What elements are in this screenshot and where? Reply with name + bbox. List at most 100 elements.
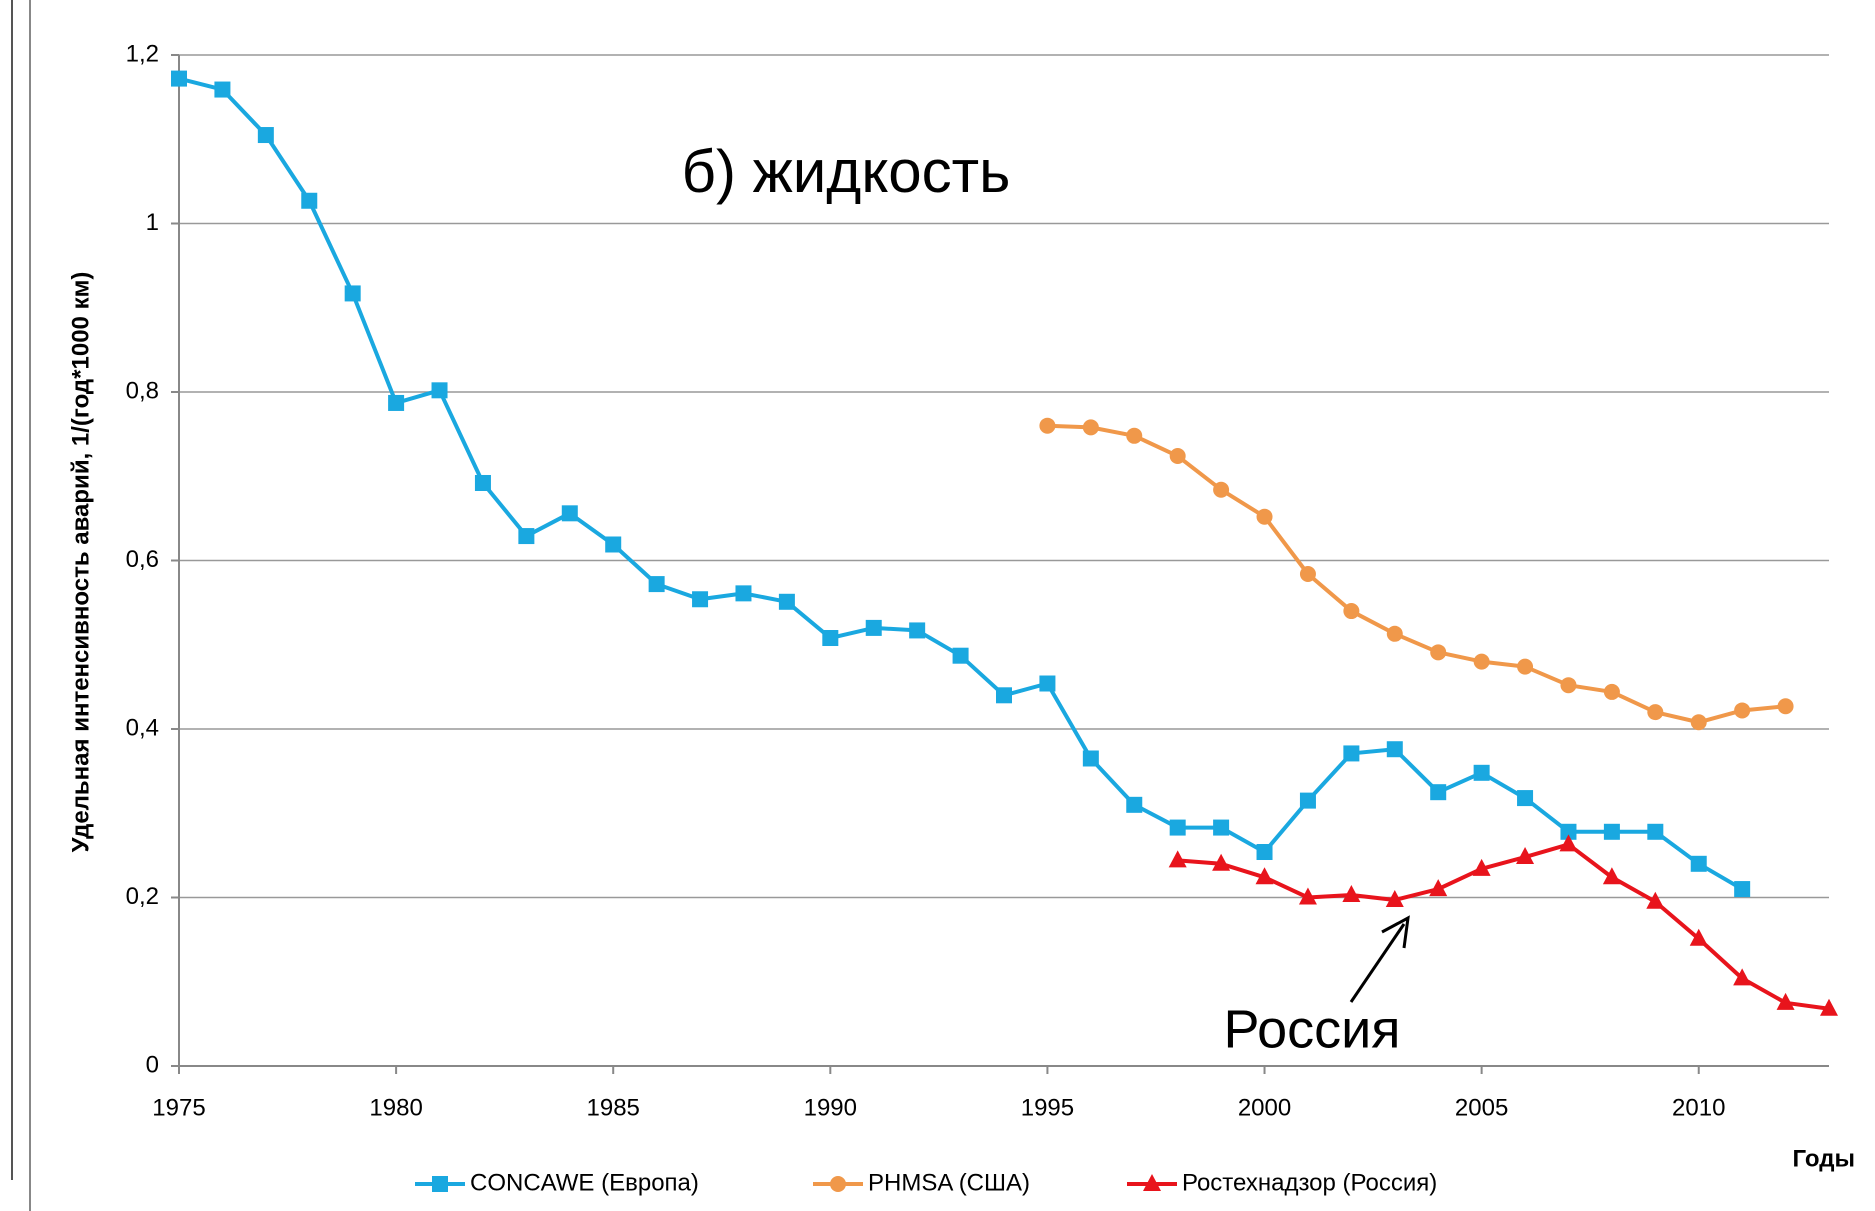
data-point [1690, 714, 1707, 731]
data-point [1602, 867, 1621, 885]
data-point [1386, 741, 1403, 758]
data-point [1082, 750, 1099, 767]
data-point [778, 593, 795, 610]
x-tick-label: 1985 [587, 1094, 640, 1121]
annotation: Россия [1223, 999, 1400, 1059]
data-point [1516, 847, 1535, 865]
data-point [518, 528, 535, 545]
y-tick-label: 0 [146, 1051, 159, 1078]
x-tick-label: 2010 [1672, 1094, 1725, 1121]
data-point [996, 687, 1012, 704]
data-point [1429, 879, 1448, 897]
y-tick-label: 0,2 [126, 883, 159, 910]
data-point [1213, 819, 1230, 836]
data-point [1212, 853, 1231, 871]
legend-label: Ростехнадзор (Россия) [1182, 1169, 1437, 1196]
data-point [1777, 698, 1794, 715]
data-point [1256, 844, 1273, 861]
data-point [344, 285, 361, 302]
data-point [474, 474, 491, 491]
data-point [1734, 702, 1751, 719]
data-point [1299, 565, 1316, 582]
x-tick-label: 1980 [369, 1094, 422, 1121]
data-point [1560, 823, 1577, 840]
data-point [1689, 928, 1708, 946]
data-point [1039, 675, 1056, 692]
legend-label: PHMSA (США) [868, 1169, 1030, 1196]
data-point [1256, 508, 1273, 525]
data-point [1169, 819, 1186, 836]
annotation-arrowhead [1381, 915, 1410, 949]
data-point [822, 630, 839, 647]
y-tick-label: 0,8 [126, 377, 159, 404]
data-point [909, 622, 926, 639]
data-point [171, 70, 187, 87]
x-tick-label: 1995 [1021, 1094, 1074, 1121]
legend-marker [1143, 1174, 1161, 1191]
data-point [1386, 625, 1403, 642]
data-point [1776, 992, 1795, 1010]
x-tick-label: 1975 [152, 1094, 205, 1121]
data-point [1647, 704, 1664, 721]
annotation-arrow [1349, 923, 1406, 1003]
data-point [431, 382, 448, 399]
data-point [301, 192, 318, 209]
data-point [1126, 796, 1143, 813]
y-tick-label: 1 [146, 209, 159, 236]
data-point [1298, 887, 1317, 905]
data-point [1385, 890, 1404, 908]
data-point [561, 505, 578, 522]
data-point [1646, 891, 1665, 909]
chart-title: б) жидкость [682, 138, 1011, 205]
data-point [1430, 784, 1447, 801]
data-point [1603, 683, 1620, 700]
data-point [1126, 427, 1143, 444]
data-point [1213, 481, 1230, 498]
data-point [1168, 850, 1187, 868]
data-point [1473, 764, 1490, 781]
data-point [1039, 417, 1056, 434]
y-tick-label: 1,2 [126, 40, 159, 67]
data-point [1690, 855, 1707, 872]
data-point [735, 585, 752, 602]
x-tick-label: 1990 [804, 1094, 857, 1121]
data-point [1299, 792, 1316, 809]
data-point [1082, 419, 1099, 436]
x-axis-label: Годы [1793, 1145, 1855, 1172]
data-point [1255, 867, 1274, 885]
data-point [1734, 881, 1751, 898]
data-point [1343, 603, 1360, 620]
data-point [648, 576, 665, 593]
data-point [1560, 677, 1577, 694]
data-point [1169, 448, 1186, 465]
legend-marker [830, 1176, 846, 1192]
legend-marker [432, 1176, 448, 1192]
data-point [692, 591, 709, 608]
data-point [952, 647, 969, 664]
data-point [1517, 658, 1534, 675]
data-point [1342, 884, 1361, 902]
series-line [1177, 842, 1830, 1011]
data-point [214, 81, 231, 98]
data-point [1472, 858, 1491, 876]
x-tick-label: 2005 [1455, 1094, 1508, 1121]
data-point [1517, 790, 1534, 807]
y-axis-label: Удельная интенсивность аварий, 1/(год*10… [67, 272, 94, 853]
data-point [605, 536, 622, 553]
data-point [1733, 968, 1752, 986]
y-tick-label: 0,4 [126, 714, 159, 741]
data-point [1647, 823, 1664, 840]
x-tick-label: 2000 [1238, 1094, 1291, 1121]
data-point [1603, 823, 1620, 840]
data-point [1430, 644, 1447, 661]
data-point [1343, 745, 1360, 762]
data-point [1820, 998, 1838, 1016]
data-point [1473, 653, 1490, 670]
data-point [1559, 834, 1578, 852]
data-point [865, 619, 882, 636]
data-point [388, 394, 405, 411]
legend-label: CONCAWE (Европа) [470, 1169, 699, 1196]
y-tick-label: 0,6 [126, 546, 159, 573]
data-point [257, 127, 274, 144]
